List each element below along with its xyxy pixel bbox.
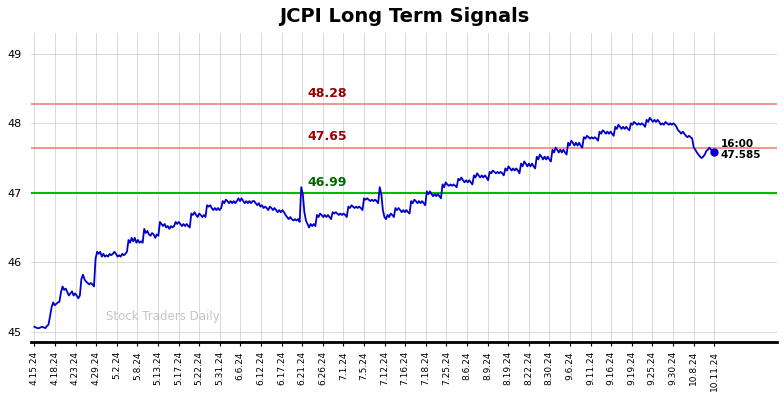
Title: JCPI Long Term Signals: JCPI Long Term Signals bbox=[279, 7, 529, 26]
Text: 46.99: 46.99 bbox=[307, 176, 347, 189]
Text: 47.65: 47.65 bbox=[307, 131, 347, 143]
Text: Stock Traders Daily: Stock Traders Daily bbox=[106, 310, 220, 324]
Text: 48.28: 48.28 bbox=[307, 87, 347, 100]
Text: 16:00
47.585: 16:00 47.585 bbox=[721, 139, 761, 160]
